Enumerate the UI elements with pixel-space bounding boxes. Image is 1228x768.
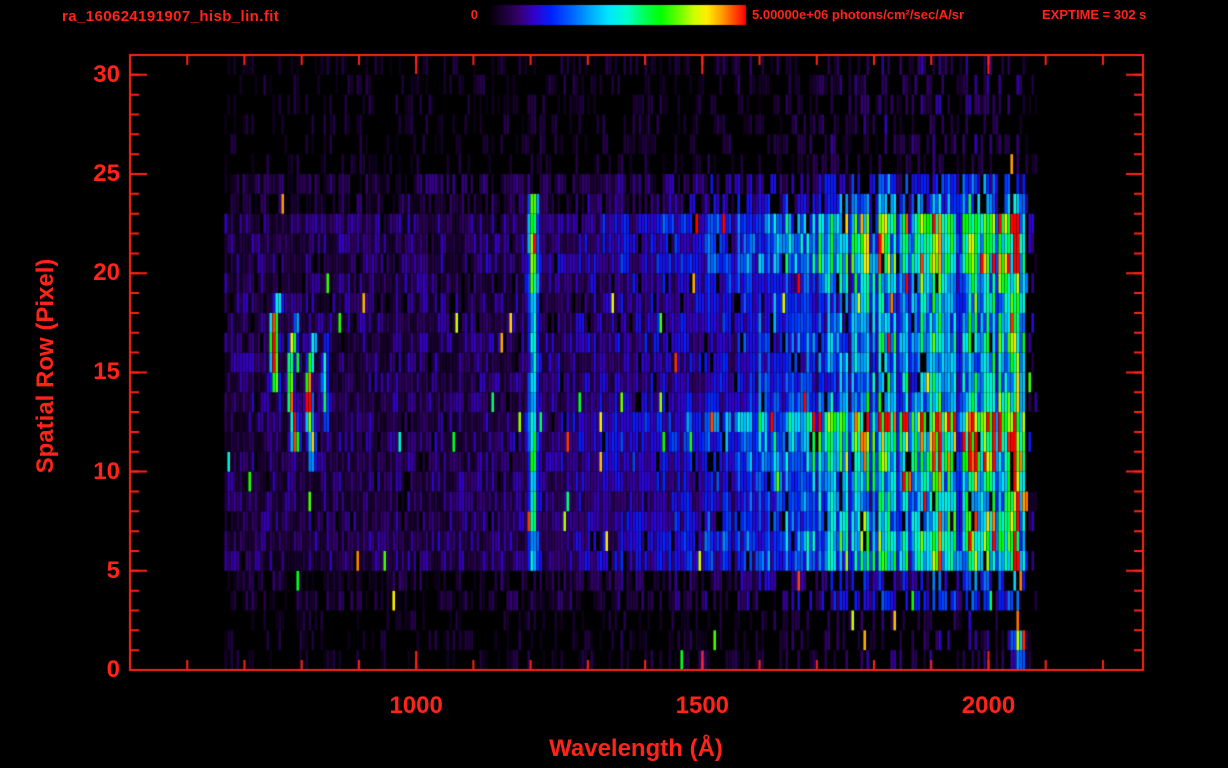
y-tick-label: 0 bbox=[106, 656, 120, 683]
y-tick-label: 5 bbox=[106, 556, 120, 584]
x-tick-label: 1000 bbox=[389, 692, 443, 719]
colorbar-max-label: 5.00000e+06 photons/cm²/sec/A/sr bbox=[752, 7, 965, 22]
y-tick-label: 25 bbox=[93, 160, 120, 188]
x-axis-title: Wavelength (Å) bbox=[549, 735, 723, 762]
colorbar-min-label: 0 bbox=[470, 7, 478, 22]
x-tick-label: 1500 bbox=[675, 692, 730, 719]
filename-label: ra_160624191907_hisb_lin.fit bbox=[62, 8, 280, 25]
x-tick-label: 2000 bbox=[961, 692, 1016, 719]
y-tick-label: 20 bbox=[93, 259, 120, 287]
y-tick-label: 15 bbox=[93, 358, 120, 386]
y-tick-label: 10 bbox=[93, 457, 120, 485]
y-tick-label: 30 bbox=[93, 60, 120, 88]
exptime-label: EXPTIME = 302 s bbox=[1042, 7, 1147, 22]
